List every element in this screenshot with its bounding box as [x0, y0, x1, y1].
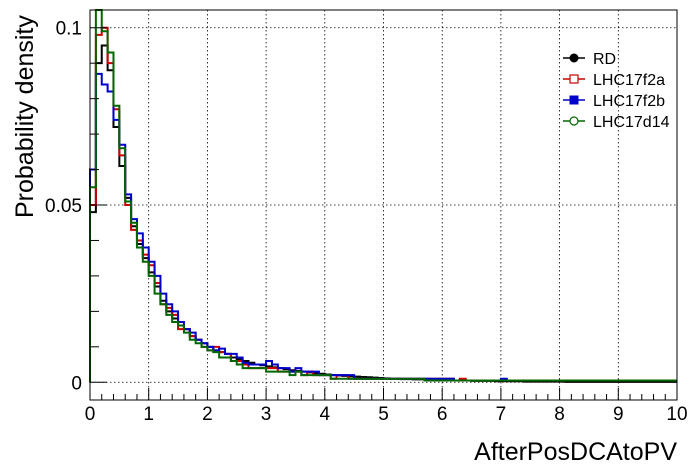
legend-marker-circle-filled — [569, 53, 579, 63]
x-tick-label: 3 — [261, 404, 272, 425]
tick-labels: 0 1 2 3 4 5 6 7 8 9 10 0 0.05 0.1 — [45, 19, 688, 425]
series-line-lhc17f2b — [89, 72, 677, 383]
x-tick-label: 5 — [378, 404, 389, 425]
data-series — [89, 9, 677, 383]
legend-label: LHC17f2a — [593, 72, 665, 89]
x-tick-label: 8 — [554, 404, 565, 425]
x-tick-label: 9 — [613, 404, 624, 425]
legend-label: LHC17d14 — [593, 114, 670, 131]
x-axis-title: AfterPosDCAtoPV — [474, 438, 677, 466]
grid-lines — [90, 10, 677, 400]
x-tick-label: 10 — [666, 404, 687, 425]
legend-label: RD — [593, 51, 616, 68]
y-tick-label: 0.1 — [56, 19, 82, 40]
legend: RD LHC17f2a LHC17f2b LHC17d14 — [563, 51, 670, 131]
x-tick-label: 0 — [85, 404, 96, 425]
legend-marker-square-filled — [569, 95, 579, 105]
legend-marker-circle-open — [569, 116, 579, 126]
x-tick-label: 6 — [437, 404, 448, 425]
x-tick-label: 1 — [143, 404, 154, 425]
y-axis-title: Probability density — [11, 15, 39, 218]
y-tick-label: 0 — [71, 373, 82, 394]
series-line-lhc17d14 — [89, 9, 677, 383]
x-tick-label: 2 — [202, 404, 213, 425]
x-tick-label: 7 — [496, 404, 507, 425]
legend-marker-square-open — [569, 74, 579, 84]
axis-ticks — [89, 27, 678, 400]
x-tick-label: 4 — [320, 404, 331, 425]
series-line-rd — [89, 44, 677, 383]
legend-label: LHC17f2b — [593, 93, 665, 110]
y-tick-label: 0.05 — [45, 196, 82, 217]
